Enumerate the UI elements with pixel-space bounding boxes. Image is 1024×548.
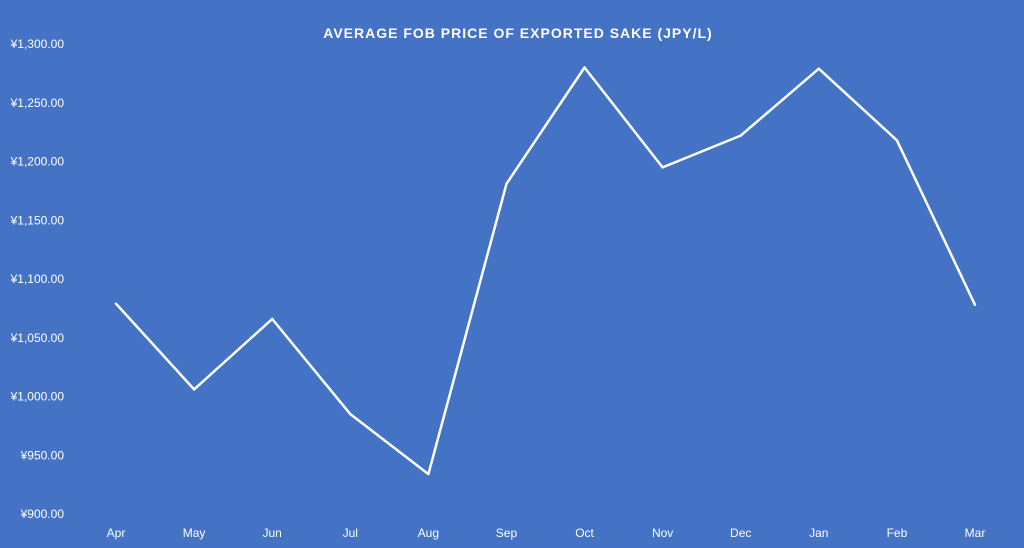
data-point xyxy=(270,317,274,321)
data-point xyxy=(505,182,508,186)
x-tick-label: Sep xyxy=(496,526,518,540)
x-tick-label: Mar xyxy=(965,526,986,540)
data-point xyxy=(895,139,899,142)
y-tick-label: ¥1,300.00 xyxy=(10,37,65,51)
y-tick-label: ¥1,050.00 xyxy=(10,331,65,345)
series-group xyxy=(114,66,977,476)
data-point xyxy=(192,388,196,391)
y-tick-label: ¥1,200.00 xyxy=(10,155,65,169)
data-point xyxy=(817,67,821,70)
data-point xyxy=(583,66,586,69)
x-tick-label: Aug xyxy=(418,526,439,540)
x-tick-label: Jun xyxy=(263,526,282,540)
y-tick-label: ¥1,150.00 xyxy=(10,213,65,227)
data-point xyxy=(114,302,118,305)
series-line xyxy=(115,66,977,476)
x-tick-label: Jan xyxy=(809,526,828,540)
data-point xyxy=(739,134,742,137)
y-tick-label: ¥900.00 xyxy=(20,507,65,521)
y-tick-label: ¥1,250.00 xyxy=(10,96,65,110)
chart-title: AVERAGE FOB PRICE OF EXPORTED SAKE (JPY/… xyxy=(323,25,712,41)
data-point xyxy=(973,303,977,307)
x-tick-label: May xyxy=(183,526,206,540)
y-tick-label: ¥1,100.00 xyxy=(10,272,65,286)
x-tick-label: Apr xyxy=(107,526,126,540)
data-point xyxy=(661,166,664,169)
drop-lines xyxy=(115,67,976,514)
data-point xyxy=(349,412,352,416)
x-tick-label: Nov xyxy=(652,526,673,540)
x-axis: Apr May Jun Jul Aug Sep Oct Nov Dec Jan Feb Mar xyxy=(107,526,986,540)
x-tick-label: Dec xyxy=(730,526,751,540)
x-tick-label: Jul xyxy=(343,526,358,540)
y-tick-label: ¥950.00 xyxy=(20,448,65,462)
y-tick-label: ¥1,000.00 xyxy=(10,390,65,404)
y-axis: ¥900.00 ¥950.00 ¥1,000.00 ¥1,050.00 ¥1,100.0… xyxy=(10,37,65,521)
x-tick-label: Oct xyxy=(575,526,594,540)
x-tick-label: Feb xyxy=(887,526,908,540)
data-point xyxy=(427,472,430,476)
